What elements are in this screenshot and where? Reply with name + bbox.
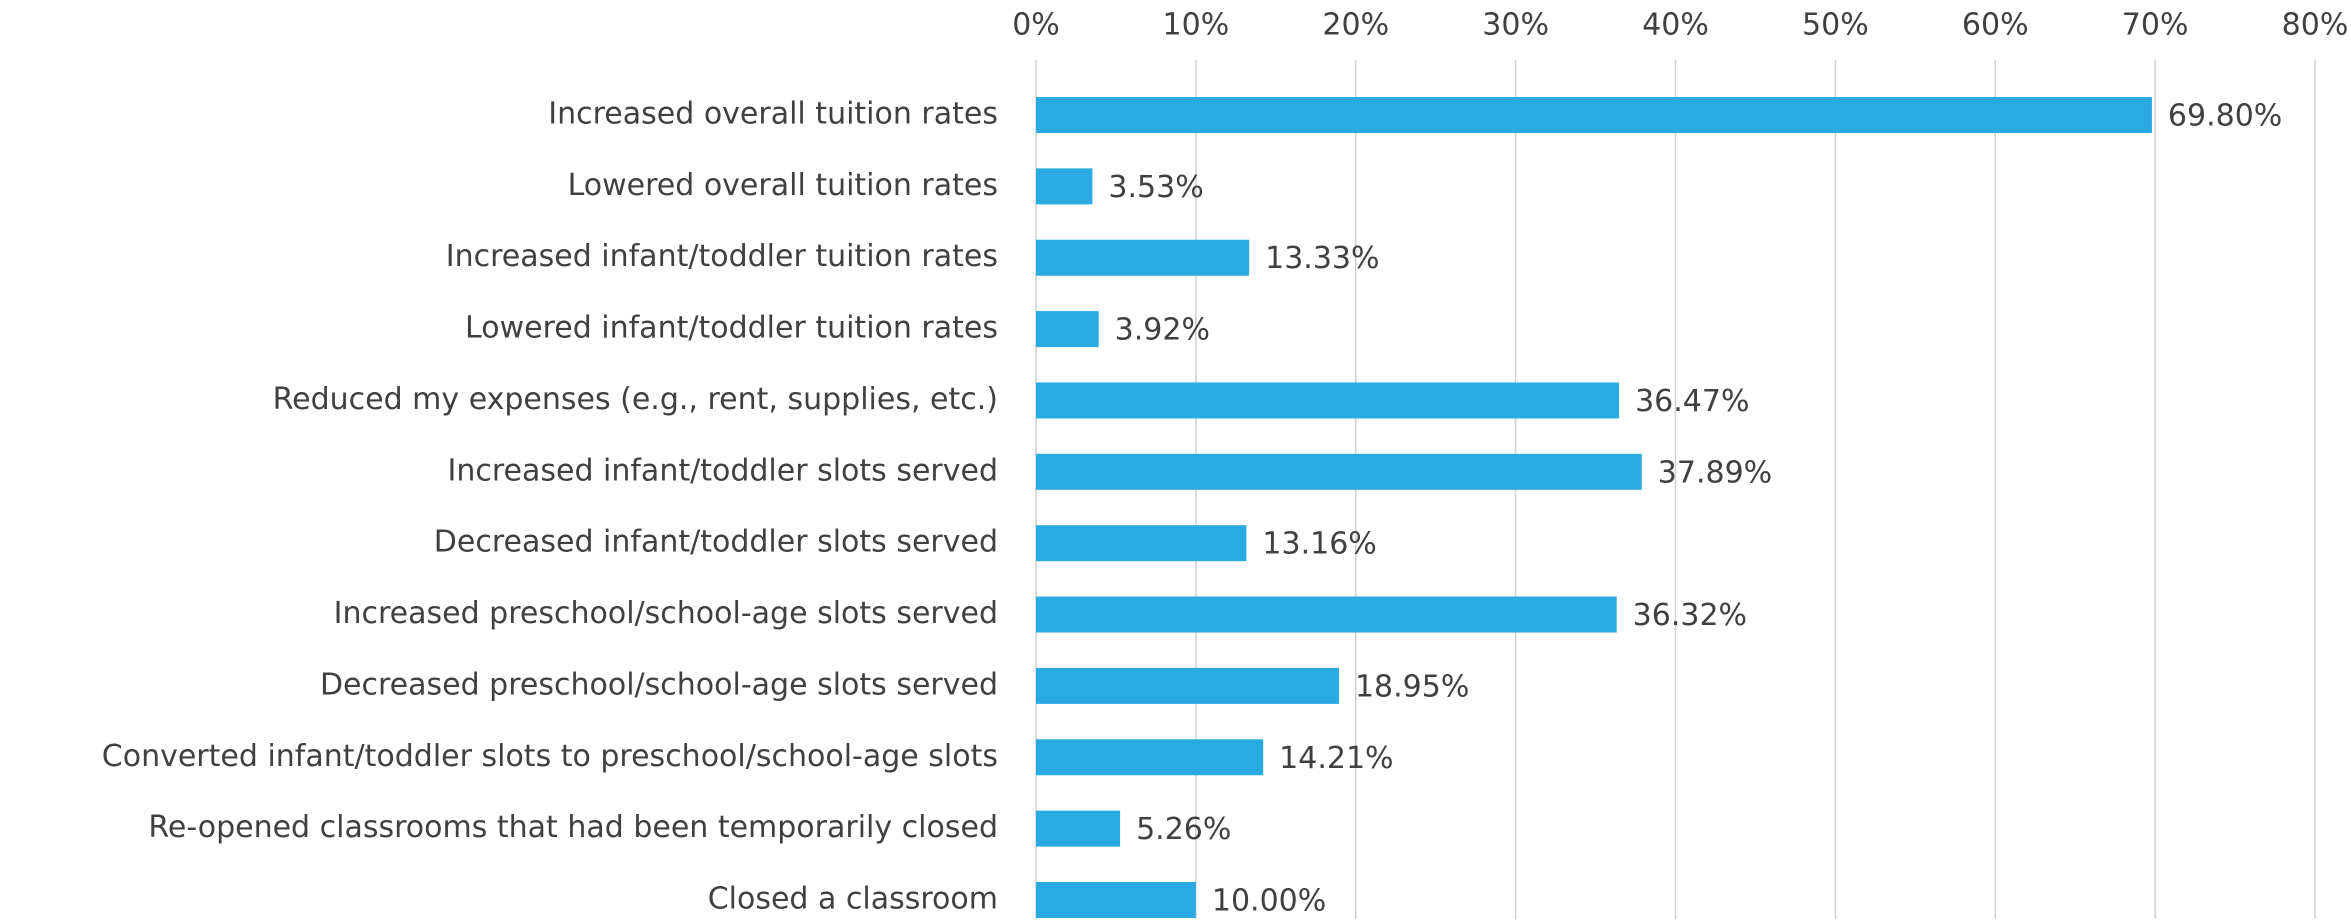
bar	[1036, 667, 1339, 704]
y-tick-label: Increased overall tuition rates	[548, 97, 998, 132]
data-label: 5.26%	[1136, 812, 1231, 847]
x-tick-label: 10%	[1163, 8, 1230, 43]
bar	[1036, 882, 1196, 918]
bar	[1036, 311, 1099, 348]
bar	[1036, 810, 1121, 847]
data-label: 13.16%	[1262, 527, 1376, 562]
y-tick-label: Increased infant/toddler tuition rates	[446, 239, 998, 274]
y-tick-label: Lowered infant/toddler tuition rates	[465, 311, 998, 346]
data-label: 3.92%	[1115, 313, 1210, 348]
x-tick-label: 20%	[1322, 8, 1389, 43]
x-tick-label: 40%	[1642, 8, 1709, 43]
x-tick-label: 30%	[1482, 8, 1549, 43]
bar	[1036, 596, 1617, 633]
bar	[1036, 239, 1250, 276]
data-label: 3.53%	[1108, 170, 1203, 205]
y-tick-label: Lowered overall tuition rates	[568, 168, 998, 203]
bar	[1036, 97, 2152, 133]
data-label: 18.95%	[1355, 669, 1469, 704]
data-label: 69.80%	[2168, 99, 2282, 134]
data-label: 10.00%	[1212, 884, 1326, 919]
y-tick-label: Decreased infant/toddler slots served	[434, 525, 998, 560]
y-tick-label: Increased infant/toddler slots served	[447, 453, 998, 488]
x-tick-label: 60%	[1962, 8, 2029, 43]
y-tick-label: Reduced my expenses (e.g., rent, supplie…	[273, 382, 998, 417]
data-label: 14.21%	[1279, 741, 1393, 776]
x-tick-label: 0%	[1012, 8, 1060, 43]
bar	[1036, 525, 1247, 562]
y-tick-label: Increased preschool/school-age slots ser…	[334, 596, 998, 631]
bar	[1036, 739, 1264, 776]
data-label: 37.89%	[1658, 455, 1772, 490]
y-tick-label: Closed a classroom	[708, 882, 998, 917]
x-tick-label: 80%	[2282, 8, 2349, 43]
bar	[1036, 453, 1642, 490]
y-tick-label: Re-opened classrooms that had been tempo…	[148, 810, 998, 845]
bar	[1036, 168, 1093, 205]
bar	[1036, 382, 1620, 419]
data-label: 36.47%	[1635, 384, 1749, 419]
y-tick-label: Converted infant/toddler slots to presch…	[102, 739, 998, 774]
y-tick-label: Decreased preschool/school-age slots ser…	[320, 667, 998, 702]
x-tick-label: 70%	[2122, 8, 2189, 43]
x-tick-label: 50%	[1802, 8, 1869, 43]
data-label: 13.33%	[1265, 241, 1379, 276]
data-label: 36.32%	[1633, 598, 1747, 633]
